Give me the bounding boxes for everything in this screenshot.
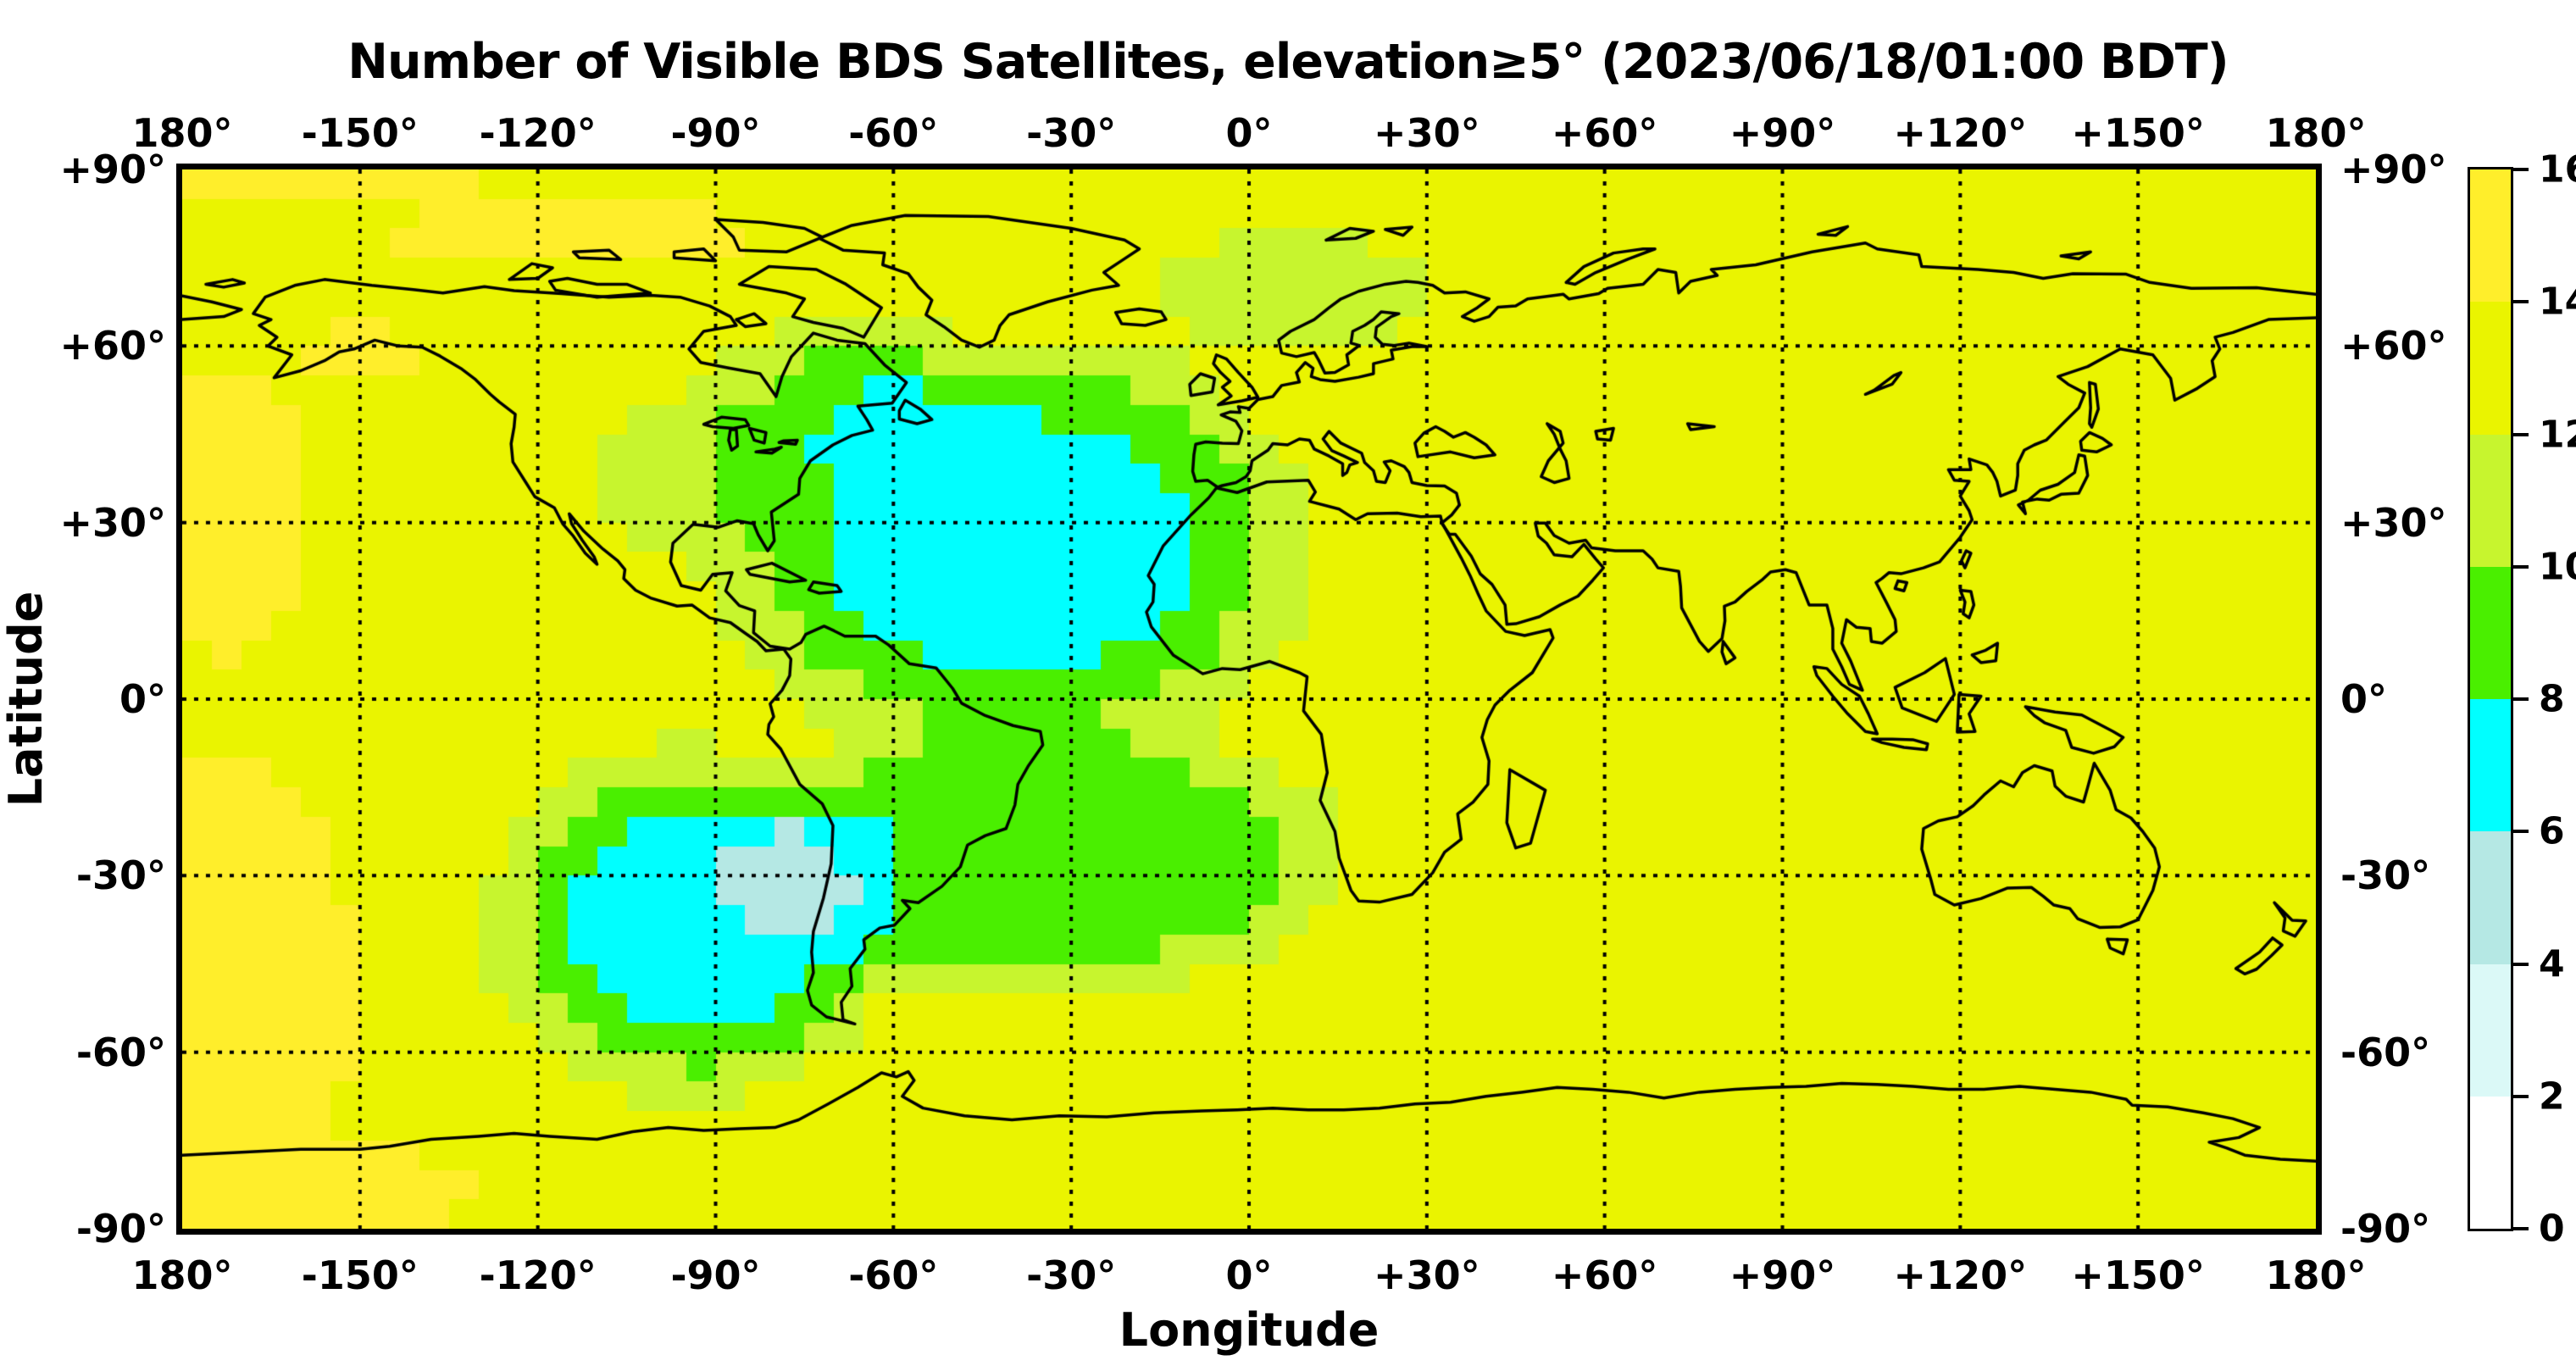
colorbar-segment: [2470, 1096, 2511, 1229]
x-tick-label-bottom: +30°: [1374, 1252, 1480, 1298]
colorbar-segment: [2470, 566, 2511, 699]
colorbar-tick-label: 0: [2539, 1207, 2565, 1251]
y-tick-label-right: -30°: [2340, 852, 2431, 899]
colorbar-tick-label: 6: [2539, 809, 2565, 853]
colorbar-tick-label: 16: [2539, 147, 2576, 192]
colorbar-tick: [2513, 830, 2529, 834]
x-tick-label-bottom: 0°: [1225, 1252, 1273, 1298]
colorbar-tick-labels: 16 14 12 10 8 6 4 2 0: [2539, 148, 2576, 1251]
x-tick-label-top: -60°: [848, 110, 939, 156]
colorbar-tick: [2513, 1094, 2529, 1098]
colorbar-tick: [2513, 962, 2529, 966]
y-tick-label-right: +90°: [2340, 147, 2447, 192]
x-tick-label-top: +90°: [1729, 110, 1836, 156]
colorbar-tick: [2513, 1227, 2529, 1230]
x-tick-label-bottom: 180°: [131, 1252, 233, 1298]
x-axis-ticks-bottom: 180° -150° -120° -90° -60° -30° 0° +30° +60° +90°…: [131, 1252, 2366, 1313]
x-tick-label-bottom: +90°: [1729, 1252, 1836, 1298]
x-axis-label: Longitude: [1119, 1303, 1380, 1357]
y-tick-label-right: 0°: [2340, 676, 2388, 722]
y-tick-label-left: -60°: [75, 1029, 166, 1075]
colorbar-tick-label: 8: [2539, 677, 2565, 721]
x-tick-label-top: -90°: [670, 110, 761, 156]
chart-title: Number of Visible BDS Satellites, elevat…: [347, 34, 2229, 91]
colorbar-segment: [2470, 302, 2511, 435]
colorbar-tick: [2513, 697, 2529, 701]
x-tick-label-top: +150°: [2071, 110, 2205, 156]
colorbar-segment: [2470, 963, 2511, 1097]
y-tick-label-left: -90°: [75, 1206, 166, 1252]
x-tick-label-top: -30°: [1026, 110, 1117, 156]
colorbar-segment: [2470, 831, 2511, 964]
y-tick-label-left: +60°: [59, 323, 166, 369]
x-tick-label-bottom: 180°: [2265, 1252, 2367, 1298]
colorbar-tick-label: 14: [2539, 280, 2576, 324]
y-tick-label-right: +30°: [2340, 499, 2447, 546]
colorbar-segment: [2470, 434, 2511, 567]
colorbar-tick-label: 12: [2539, 413, 2576, 456]
y-axis-ticks-left: +90° +60° +30° 0° -30° -60° -90°: [0, 147, 166, 1252]
colorbar-tick: [2513, 564, 2529, 569]
x-tick-label-bottom: -150°: [301, 1252, 419, 1298]
colorbar-segment: [2470, 699, 2511, 832]
x-tick-label-top: +60°: [1551, 110, 1658, 156]
colorbar-segment: [2470, 169, 2511, 303]
x-tick-label-bottom: +150°: [2071, 1252, 2205, 1298]
y-tick-label-right: -90°: [2340, 1206, 2431, 1252]
x-tick-label-bottom: +60°: [1551, 1252, 1658, 1298]
x-axis-ticks-top: 180° -150° -120° -90° -60° -30° 0° +30° +60° +90°…: [131, 95, 2366, 156]
colorbar-tick-label: 4: [2539, 942, 2565, 986]
colorbar-tick-label: 2: [2539, 1074, 2565, 1119]
y-tick-label-right: +60°: [2340, 323, 2447, 369]
x-tick-label-bottom: +120°: [1893, 1252, 2028, 1298]
x-tick-label-top: 180°: [131, 110, 233, 156]
colorbar: [2468, 167, 2513, 1231]
y-tick-label-left: +30°: [59, 499, 166, 546]
x-tick-label-top: -120°: [479, 110, 597, 156]
colorbar-tick-label: 10: [2539, 545, 2576, 589]
y-axis-ticks-right: +90° +60° +30° 0° -30° -60° -90°: [2340, 147, 2544, 1252]
colorbar-tick-marks: [2513, 168, 2530, 1230]
x-tick-label-top: 180°: [2265, 110, 2367, 156]
x-tick-label-bottom: -120°: [479, 1252, 597, 1298]
colorbar-tick: [2513, 432, 2529, 436]
y-tick-label-left: 0°: [119, 676, 166, 722]
y-tick-label-right: -60°: [2340, 1029, 2431, 1075]
x-tick-label-top: -150°: [301, 110, 419, 156]
y-tick-label-left: +90°: [59, 147, 166, 192]
x-tick-label-top: +120°: [1893, 110, 2028, 156]
y-tick-label-left: -30°: [75, 852, 166, 899]
x-tick-label-bottom: -60°: [848, 1252, 939, 1298]
colorbar-tick: [2513, 300, 2529, 304]
x-tick-label-bottom: -90°: [670, 1252, 761, 1298]
x-tick-label-bottom: -30°: [1026, 1252, 1117, 1298]
colorbar-tick: [2513, 168, 2529, 171]
map-plot-area: [176, 164, 2322, 1235]
world-heatmap-canvas: [182, 169, 2316, 1229]
x-tick-label-top: +30°: [1374, 110, 1480, 156]
x-tick-label-top: 0°: [1225, 110, 1273, 156]
